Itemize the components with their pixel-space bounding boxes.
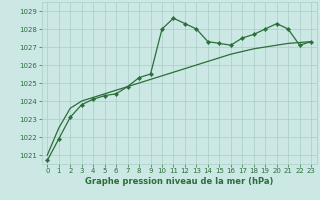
X-axis label: Graphe pression niveau de la mer (hPa): Graphe pression niveau de la mer (hPa) [85, 177, 273, 186]
